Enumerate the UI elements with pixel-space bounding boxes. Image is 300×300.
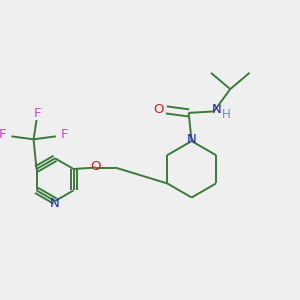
Text: O: O bbox=[153, 103, 164, 116]
Text: H: H bbox=[222, 109, 231, 122]
Text: F: F bbox=[0, 128, 7, 141]
Text: N: N bbox=[212, 103, 222, 116]
Text: O: O bbox=[91, 160, 101, 173]
Text: N: N bbox=[187, 133, 196, 146]
Text: F: F bbox=[60, 128, 68, 141]
Text: N: N bbox=[50, 197, 60, 210]
Text: F: F bbox=[33, 107, 41, 120]
